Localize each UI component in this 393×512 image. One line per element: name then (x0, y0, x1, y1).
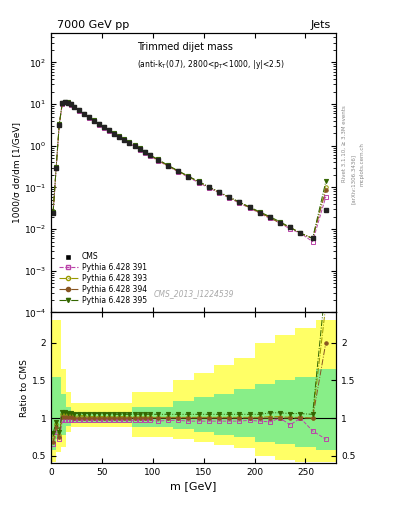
Text: 7000 GeV pp: 7000 GeV pp (57, 20, 129, 31)
Text: Jets: Jets (310, 20, 330, 31)
Text: (anti-k$_\mathregular{T}$(0.7), 2800<p$_\mathregular{T}$<1000, |y|<2.5): (anti-k$_\mathregular{T}$(0.7), 2800<p$_… (137, 58, 284, 71)
Legend: CMS, Pythia 6.428 391, Pythia 6.428 393, Pythia 6.428 394, Pythia 6.428 395: CMS, Pythia 6.428 391, Pythia 6.428 393,… (55, 248, 151, 309)
X-axis label: m [GeV]: m [GeV] (170, 481, 217, 492)
Text: Rivet 3.1.10, ≥ 3.3M events: Rivet 3.1.10, ≥ 3.3M events (342, 105, 347, 182)
Text: CMS_2013_I1224539: CMS_2013_I1224539 (153, 289, 234, 298)
Text: Trimmed dijet mass: Trimmed dijet mass (137, 41, 232, 52)
Y-axis label: Ratio to CMS: Ratio to CMS (20, 359, 29, 417)
Y-axis label: 1000/σ dσ/dm [1/GeV]: 1000/σ dσ/dm [1/GeV] (12, 122, 21, 223)
Text: mcplots.cern.ch: mcplots.cern.ch (360, 142, 365, 186)
Text: [arXiv:1306.3436]: [arXiv:1306.3436] (351, 154, 356, 204)
